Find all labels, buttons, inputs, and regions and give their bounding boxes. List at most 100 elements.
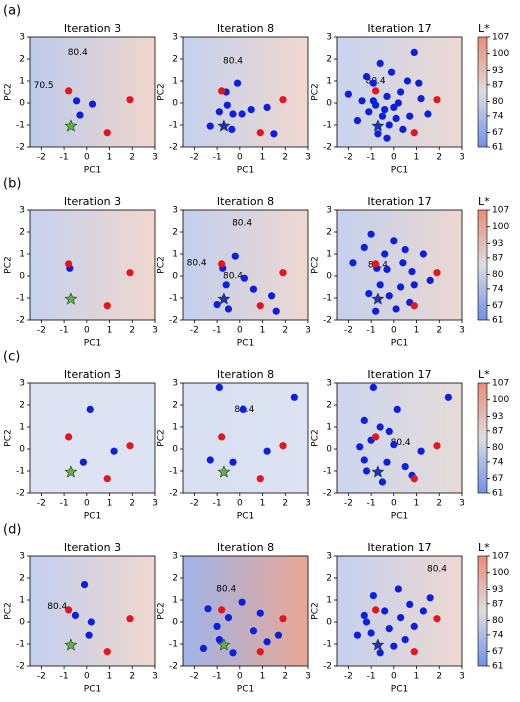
x-axis-label: PC1: [237, 685, 254, 695]
point: [240, 274, 248, 282]
x-tick-label: 2: [436, 326, 442, 336]
point: [383, 458, 391, 466]
point: [410, 129, 418, 137]
point: [65, 87, 73, 95]
point: [408, 268, 416, 276]
y-tick-label: -2: [16, 316, 25, 326]
point: [272, 307, 280, 315]
y-tick-label: -2: [16, 489, 25, 499]
point: [394, 99, 402, 107]
point: [444, 393, 452, 401]
x-tick-label: 1: [414, 326, 420, 336]
y-axis-label: PC2: [157, 429, 167, 446]
plot-frame: [29, 555, 156, 667]
colorbar-tick-label: 61: [492, 316, 503, 326]
point: [222, 281, 230, 289]
y-tick-label: 0: [19, 272, 25, 282]
colorbar-tick-label: 87: [492, 80, 503, 90]
panel-title: Iteration 17: [367, 22, 431, 35]
y-axis-label: PC2: [4, 256, 14, 273]
y-tick-label: 2: [19, 574, 25, 584]
colorbar: [477, 382, 488, 494]
panel-title: Iteration 8: [217, 368, 274, 381]
panel-title: Iteration 8: [217, 22, 274, 35]
colorbar: [477, 36, 488, 148]
y-tick-label: -1: [16, 121, 25, 131]
point: [362, 618, 371, 626]
x-tick-label: -2: [37, 499, 46, 509]
point: [344, 90, 352, 98]
x-tick-label: 0: [237, 672, 243, 682]
point: [268, 292, 276, 300]
x-tick-label: 3: [305, 672, 311, 682]
panel-label: (b): [3, 177, 21, 192]
point: [433, 96, 441, 104]
point: [279, 442, 287, 450]
y-tick-label: 0: [172, 618, 178, 628]
x-axis-label: PC1: [84, 339, 101, 349]
point: [372, 87, 380, 95]
y-tick-label: 1: [19, 250, 25, 260]
x-tick-label: 0: [84, 326, 90, 336]
point: [218, 606, 226, 614]
point: [381, 250, 389, 258]
point: [392, 305, 400, 313]
x-tick-label: -1: [60, 499, 69, 509]
point: [392, 114, 400, 122]
y-tick-label: 1: [19, 77, 25, 87]
x-tick-label: 2: [129, 672, 135, 682]
contour-label: 80.4: [47, 602, 67, 612]
point: [256, 475, 264, 483]
plot-background: [183, 383, 308, 493]
y-tick-label: 2: [19, 228, 25, 238]
x-tick-label: 1: [414, 672, 420, 682]
point: [426, 276, 434, 284]
x-tick-label: 3: [152, 153, 158, 163]
point: [263, 103, 271, 111]
x-tick-label: -1: [213, 672, 222, 682]
x-tick-label: 1: [107, 499, 113, 509]
plot-background: [30, 210, 155, 320]
colorbar-tick-label: 107: [492, 33, 509, 43]
point: [247, 106, 255, 114]
colorbar-tick-label: 61: [492, 662, 503, 672]
point: [360, 416, 368, 424]
y-tick-label: 2: [19, 401, 25, 411]
plot-frame: [29, 382, 156, 494]
y-axis-label: PC2: [311, 602, 321, 619]
point: [103, 648, 111, 656]
x-tick-label: -1: [60, 672, 69, 682]
point: [256, 302, 264, 310]
plot-background: [183, 37, 308, 147]
y-tick-label: 3: [19, 379, 25, 389]
point: [65, 433, 73, 441]
point: [233, 79, 242, 87]
point: [215, 108, 223, 116]
y-tick-label: 1: [19, 423, 25, 433]
y-tick-label: 1: [326, 77, 332, 87]
point: [372, 606, 380, 614]
contour-label: 80.4: [223, 272, 243, 282]
x-tick-label: -2: [190, 326, 199, 336]
y-tick-label: 0: [172, 99, 178, 109]
y-tick-label: 1: [172, 77, 178, 87]
contour-label: 80.4: [187, 258, 207, 268]
point: [256, 609, 264, 617]
point: [410, 622, 418, 631]
point: [381, 106, 389, 114]
colorbar-tick-label: 67: [492, 474, 503, 484]
y-tick-label: 0: [19, 618, 25, 628]
point: [390, 441, 398, 449]
point: [376, 59, 384, 67]
y-tick-label: 3: [172, 206, 178, 216]
y-tick-label: 0: [326, 272, 332, 282]
y-tick-label: -2: [16, 662, 25, 672]
point: [215, 383, 223, 391]
point: [385, 625, 393, 633]
star-marker: [371, 119, 385, 132]
y-tick-label: -2: [16, 143, 25, 153]
point: [263, 447, 271, 455]
plot-background: [183, 210, 308, 320]
point: [88, 100, 97, 108]
y-axis-label: PC2: [4, 83, 14, 100]
